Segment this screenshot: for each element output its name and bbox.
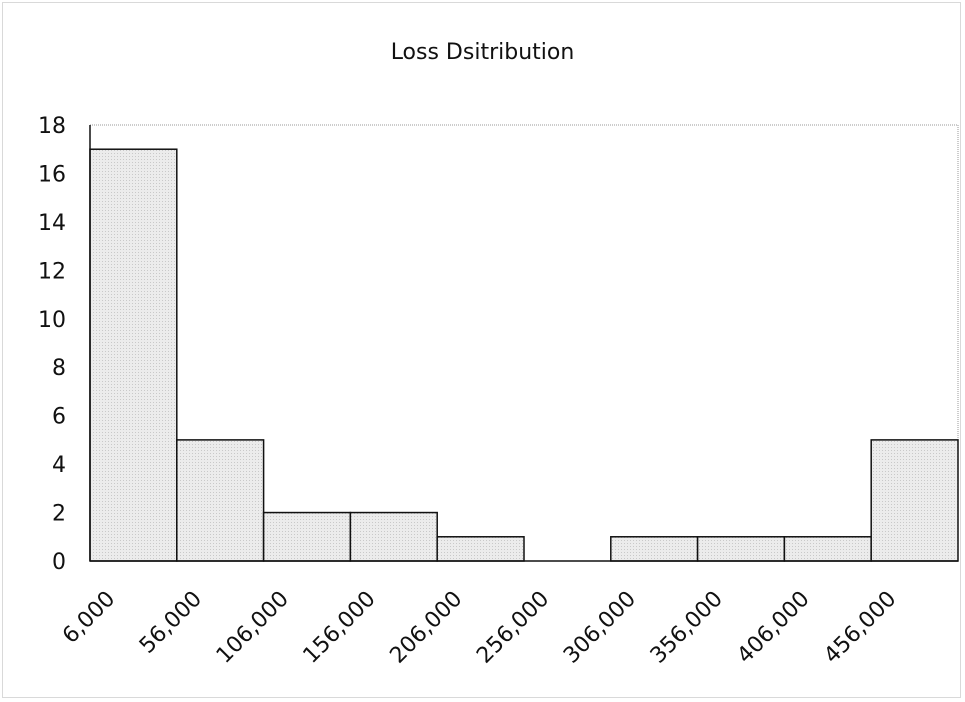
y-tick-label: 8 (52, 356, 66, 381)
bar-6,000 (89, 148, 178, 562)
bar-106,000 (262, 511, 352, 562)
y-tick-label: 12 (38, 259, 66, 284)
bar-206,000 (436, 536, 525, 562)
y-tick-label: 2 (52, 502, 66, 527)
x-tick-label: 356,000 (646, 587, 728, 669)
x-tick-label: 406,000 (733, 587, 815, 669)
bar-356,000 (696, 536, 786, 562)
y-tick-label: 4 (52, 453, 66, 478)
x-tick-label: 6,000 (58, 587, 120, 649)
x-tick-label: 56,000 (135, 587, 207, 659)
x-tick-label: 256,000 (472, 587, 554, 669)
x-tick-label: 156,000 (299, 587, 381, 669)
bar-456,000 (870, 439, 959, 562)
x-tick-label: 106,000 (212, 587, 294, 669)
y-tick-label: 14 (38, 211, 66, 236)
chart-title: Loss Dsitribution (390, 40, 575, 65)
y-tick-label: 18 (38, 114, 66, 139)
y-tick-label: 10 (38, 308, 66, 333)
x-tick-label: 206,000 (385, 587, 467, 669)
y-tick-label: 16 (38, 162, 66, 187)
bar-156,000 (349, 511, 438, 562)
y-tick-label: 6 (52, 405, 66, 430)
bar-56,000 (176, 439, 265, 562)
x-tick-label: 456,000 (819, 587, 901, 669)
y-tick-label: 0 (52, 550, 66, 575)
bar-406,000 (783, 536, 872, 562)
bar-306,000 (610, 536, 699, 562)
x-tick-label: 306,000 (559, 587, 641, 669)
